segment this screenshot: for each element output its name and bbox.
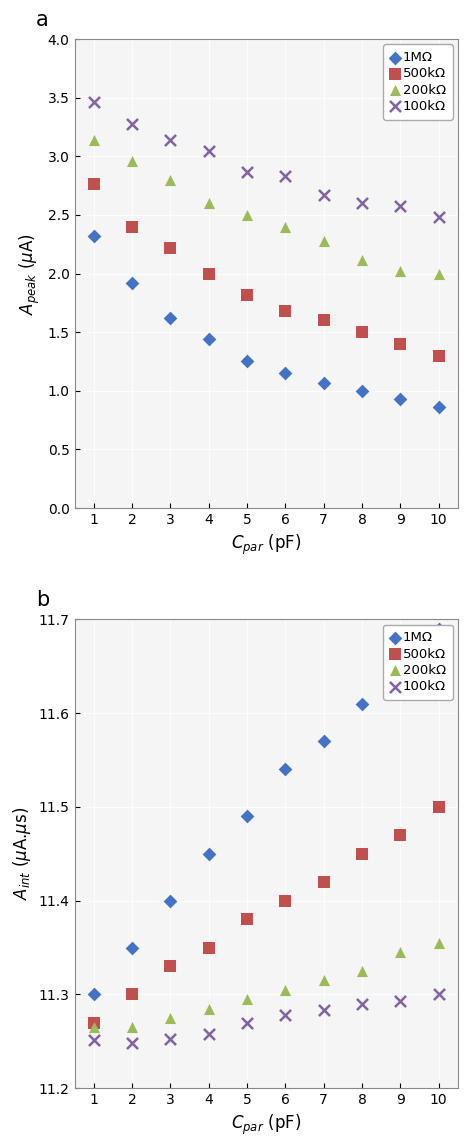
1MΩ xyxy=(397,657,404,675)
Text: b: b xyxy=(36,590,49,610)
200kΩ xyxy=(435,264,442,282)
1MΩ xyxy=(320,732,327,751)
500kΩ xyxy=(281,892,289,910)
1MΩ xyxy=(166,309,174,327)
500kΩ xyxy=(320,311,327,329)
500kΩ xyxy=(281,302,289,320)
200kΩ xyxy=(166,1009,174,1027)
200kΩ xyxy=(90,131,98,149)
Y-axis label: $A_{int}$ ($\mu$A.$\mu$s): $A_{int}$ ($\mu$A.$\mu$s) xyxy=(11,807,33,900)
1MΩ xyxy=(435,620,442,638)
1MΩ xyxy=(166,892,174,910)
Legend: 1MΩ, 500kΩ, 200kΩ, 100kΩ: 1MΩ, 500kΩ, 200kΩ, 100kΩ xyxy=(383,45,453,119)
200kΩ xyxy=(397,944,404,962)
100kΩ xyxy=(90,1030,98,1048)
100kΩ xyxy=(166,1030,174,1048)
200kΩ xyxy=(281,217,289,235)
1MΩ xyxy=(205,845,212,863)
200kΩ xyxy=(320,971,327,990)
500kΩ xyxy=(166,239,174,257)
200kΩ xyxy=(205,194,212,212)
1MΩ xyxy=(281,760,289,778)
100kΩ xyxy=(435,208,442,226)
200kΩ xyxy=(243,205,251,224)
200kΩ xyxy=(435,933,442,952)
1MΩ xyxy=(243,352,251,371)
200kΩ xyxy=(129,152,136,170)
100kΩ xyxy=(358,194,366,212)
1MΩ xyxy=(90,227,98,246)
200kΩ xyxy=(320,232,327,250)
500kΩ xyxy=(397,825,404,844)
100kΩ xyxy=(243,162,251,180)
200kΩ xyxy=(281,980,289,999)
100kΩ xyxy=(205,1025,212,1044)
Legend: 1MΩ, 500kΩ, 200kΩ, 100kΩ: 1MΩ, 500kΩ, 200kΩ, 100kΩ xyxy=(383,625,453,700)
100kΩ xyxy=(90,93,98,111)
100kΩ xyxy=(281,1006,289,1024)
500kΩ xyxy=(320,872,327,891)
100kΩ xyxy=(358,994,366,1013)
100kΩ xyxy=(281,168,289,186)
100kΩ xyxy=(397,196,404,215)
500kΩ xyxy=(166,957,174,976)
200kΩ xyxy=(129,1018,136,1037)
500kΩ xyxy=(435,798,442,816)
1MΩ xyxy=(320,373,327,391)
200kΩ xyxy=(243,990,251,1008)
500kΩ xyxy=(90,176,98,194)
1MΩ xyxy=(90,985,98,1003)
1MΩ xyxy=(358,381,366,400)
100kΩ xyxy=(435,985,442,1003)
100kΩ xyxy=(320,186,327,204)
100kΩ xyxy=(129,1034,136,1053)
500kΩ xyxy=(243,910,251,929)
500kΩ xyxy=(205,938,212,956)
500kΩ xyxy=(243,286,251,304)
500kΩ xyxy=(358,323,366,341)
100kΩ xyxy=(166,131,174,149)
Y-axis label: $A_{peak}$ ($\mu$A): $A_{peak}$ ($\mu$A) xyxy=(18,233,42,315)
100kΩ xyxy=(205,141,212,160)
100kΩ xyxy=(129,115,136,133)
200kΩ xyxy=(397,262,404,280)
Text: a: a xyxy=(36,10,49,30)
X-axis label: $C_{par}$ (pF): $C_{par}$ (pF) xyxy=(231,533,302,557)
100kΩ xyxy=(397,992,404,1010)
500kΩ xyxy=(90,1014,98,1032)
200kΩ xyxy=(205,1000,212,1018)
200kΩ xyxy=(358,962,366,980)
1MΩ xyxy=(397,390,404,409)
1MΩ xyxy=(281,364,289,382)
1MΩ xyxy=(358,695,366,713)
100kΩ xyxy=(320,1001,327,1019)
X-axis label: $C_{par}$ (pF): $C_{par}$ (pF) xyxy=(231,1112,302,1137)
500kΩ xyxy=(397,335,404,354)
200kΩ xyxy=(358,250,366,269)
100kΩ xyxy=(243,1014,251,1032)
500kΩ xyxy=(129,985,136,1003)
1MΩ xyxy=(243,807,251,825)
500kΩ xyxy=(435,347,442,365)
500kΩ xyxy=(129,217,136,235)
1MΩ xyxy=(205,329,212,348)
1MΩ xyxy=(129,273,136,292)
1MΩ xyxy=(435,398,442,417)
200kΩ xyxy=(90,1018,98,1037)
200kΩ xyxy=(166,171,174,189)
500kΩ xyxy=(205,264,212,282)
1MΩ xyxy=(129,938,136,956)
500kΩ xyxy=(358,845,366,863)
